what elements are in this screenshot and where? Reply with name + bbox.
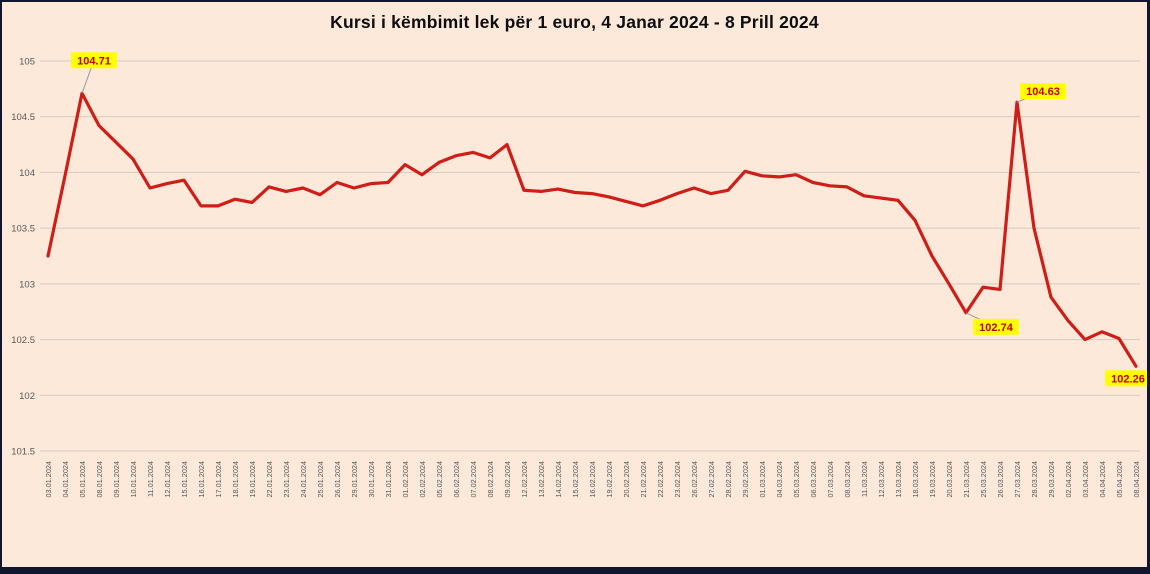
x-tick-label: 18.01.2024 [231, 461, 240, 498]
x-tick-label: 07.02.2024 [469, 461, 478, 498]
x-tick-label: 29.03.2024 [1047, 461, 1056, 498]
x-tick-label: 31.01.2024 [384, 461, 393, 498]
x-tick-label: 13.02.2024 [537, 461, 546, 498]
x-tick-label: 03.04.2024 [1081, 461, 1090, 498]
x-tick-label: 12.03.2024 [877, 461, 886, 498]
x-tick-label: 23.02.2024 [673, 461, 682, 498]
x-tick-label: 05.02.2024 [435, 461, 444, 498]
x-tick-label: 03.01.2024 [44, 461, 53, 498]
x-tick-label: 26.01.2024 [333, 461, 342, 498]
x-tick-label: 26.02.2024 [690, 461, 699, 498]
x-tick-label: 09.01.2024 [112, 461, 121, 498]
x-tick-label: 17.01.2024 [214, 461, 223, 498]
x-tick-label: 02.02.2024 [418, 461, 427, 498]
x-tick-label: 27.02.2024 [707, 461, 716, 498]
x-tick-label: 12.01.2024 [163, 461, 172, 498]
x-tick-label: 16.02.2024 [588, 461, 597, 498]
x-tick-label: 29.01.2024 [350, 461, 359, 498]
annotation-box [1105, 370, 1147, 387]
x-tick-label: 20.03.2024 [945, 461, 954, 498]
x-tick-label: 16.01.2024 [197, 461, 206, 498]
x-tick-label: 01.02.2024 [401, 461, 410, 498]
x-tick-label: 22.01.2024 [265, 461, 274, 498]
annotation-label: 102.26 [1111, 373, 1145, 385]
x-tick-label: 12.02.2024 [520, 461, 529, 498]
x-tick-label: 30.01.2024 [367, 461, 376, 498]
x-tick-label: 10.01.2024 [129, 461, 138, 498]
x-tick-label: 25.01.2024 [316, 461, 325, 498]
x-tick-label: 18.03.2024 [911, 461, 920, 498]
chart-title: Kursi i këmbimit lek për 1 euro, 4 Janar… [330, 12, 819, 32]
x-tick-label: 11.01.2024 [146, 461, 155, 497]
x-tick-label: 24.01.2024 [299, 461, 308, 498]
x-tick-label: 07.03.2024 [826, 461, 835, 498]
x-tick-label: 09.02.2024 [503, 461, 512, 498]
x-tick-label: 02.04.2024 [1064, 461, 1073, 498]
x-tick-label: 26.03.2024 [996, 461, 1005, 498]
x-tick-label: 01.03.2024 [758, 461, 767, 498]
x-tick-label: 15.02.2024 [571, 461, 580, 498]
x-tick-label: 19.02.2024 [605, 461, 614, 498]
x-tick-label: 04.04.2024 [1098, 461, 1107, 498]
x-tick-label: 23.01.2024 [282, 461, 291, 498]
x-tick-label: 05.01.2024 [78, 461, 87, 498]
y-tick-label: 103 [19, 279, 35, 290]
x-tick-label: 20.02.2024 [622, 461, 631, 498]
x-tick-label: 08.01.2024 [95, 461, 104, 498]
x-tick-label: 05.04.2024 [1115, 461, 1124, 498]
y-tick-label: 102.5 [11, 335, 35, 346]
y-tick-label: 104 [19, 168, 35, 179]
y-tick-label: 105 [19, 57, 35, 68]
y-tick-label: 104.5 [11, 112, 35, 123]
x-tick-label: 08.02.2024 [486, 461, 495, 498]
x-tick-label: 05.03.2024 [792, 461, 801, 498]
annotation-label: 104.71 [77, 55, 111, 67]
annotation-label: 104.63 [1026, 86, 1060, 98]
x-tick-label: 04.03.2024 [775, 461, 784, 498]
x-tick-label: 19.03.2024 [928, 461, 937, 498]
annotation-box [1020, 83, 1066, 100]
series-line [46, 91, 1138, 368]
annotation-box [71, 52, 117, 69]
x-tick-label: 29.02.2024 [741, 461, 750, 498]
x-tick-label: 22.02.2024 [656, 461, 665, 498]
x-tick-label: 06.02.2024 [452, 461, 461, 498]
x-tick-label: 14.02.2024 [554, 461, 563, 498]
x-tick-label: 19.01.2024 [248, 461, 257, 498]
x-tick-label: 21.02.2024 [639, 461, 648, 498]
x-tick-label: 28.03.2024 [1030, 461, 1039, 498]
x-tick-label: 28.02.2024 [724, 461, 733, 498]
y-tick-label: 103.5 [11, 224, 35, 235]
x-tick-label: 08.03.2024 [843, 461, 852, 498]
annotation-box [973, 318, 1019, 335]
y-tick-label: 101.5 [11, 447, 35, 458]
x-tick-label: 08.04.2024 [1132, 461, 1141, 498]
x-tick-label: 11.03.2024 [860, 461, 869, 497]
x-tick-label: 06.03.2024 [809, 461, 818, 498]
annotation-label: 102.74 [979, 322, 1014, 334]
x-tick-label: 15.01.2024 [180, 461, 189, 498]
y-tick-label: 102 [19, 391, 35, 402]
x-tick-label: 04.01.2024 [61, 461, 70, 498]
x-tick-label: 13.03.2024 [894, 461, 903, 498]
x-tick-label: 21.03.2024 [962, 461, 971, 498]
x-tick-label: 27.03.2024 [1013, 461, 1022, 498]
x-tick-label: 25.03.2024 [979, 461, 988, 498]
